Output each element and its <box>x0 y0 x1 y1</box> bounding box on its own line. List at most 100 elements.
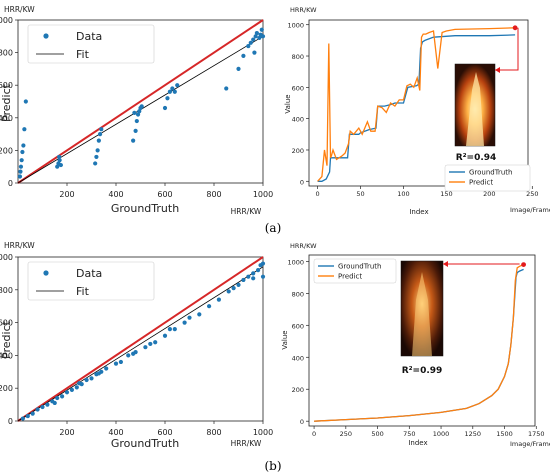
x-unit-label: HRR/KW <box>231 439 262 448</box>
end-marker <box>512 25 518 31</box>
data-point <box>113 361 119 366</box>
legend-label: Predict <box>338 273 362 281</box>
data-point <box>224 86 229 91</box>
data-point <box>96 138 101 143</box>
data-point <box>167 327 172 332</box>
r-squared-label: R²=0.94 <box>456 153 497 163</box>
data-point <box>137 109 142 114</box>
y-tick-label: 600 <box>0 81 13 90</box>
plot-frame <box>308 254 536 427</box>
data-point <box>18 169 23 174</box>
y-tick-label: 400 <box>0 114 13 123</box>
x-tick-label: 600 <box>157 428 172 437</box>
data-point <box>236 282 241 287</box>
data-point <box>170 86 175 91</box>
legend-data-label: Data <box>76 30 102 43</box>
data-point <box>84 377 89 383</box>
data-point <box>55 395 60 401</box>
series-line-predict <box>314 264 524 422</box>
legend-box <box>313 258 397 284</box>
y-tick-label: 200 <box>0 384 13 393</box>
data-point <box>55 164 60 169</box>
data-point <box>167 89 172 94</box>
x-tick-label: 1000 <box>433 430 450 438</box>
x-tick-label: 1500 <box>496 430 513 438</box>
data-point <box>252 50 257 55</box>
data-point <box>93 161 98 166</box>
a_series-panel: 0 200 400 600 800 1000 0 50 100 150 200 250 Index Val… <box>284 6 550 216</box>
data-point <box>25 413 30 419</box>
legend-fit-label: Fit <box>76 48 90 61</box>
data-point <box>104 366 109 371</box>
data-point <box>96 371 101 376</box>
y-tick-label: 600 <box>292 322 304 330</box>
x-tick-label: 0 <box>316 190 320 198</box>
data-point <box>118 359 123 365</box>
b_scatter-panel: 0 200 400 600 800 1000 200 400 600 800 1000 GroundT… <box>0 241 273 450</box>
data-point <box>132 110 137 116</box>
series-line-groundtruth <box>317 34 516 182</box>
caption-b: (b) <box>264 459 281 473</box>
callout-arrowhead <box>495 67 500 73</box>
data-point <box>165 96 170 101</box>
data-point <box>97 132 103 137</box>
data-point <box>22 127 27 132</box>
data-point <box>95 148 100 153</box>
end-marker <box>521 262 526 267</box>
data-point <box>257 35 262 41</box>
data-point <box>58 162 63 168</box>
data-point <box>143 345 148 350</box>
x-tick-label: 200 <box>59 190 74 199</box>
legend-fit-label: Fit <box>76 285 90 298</box>
data-point <box>162 105 168 111</box>
data-point <box>175 83 180 88</box>
legend-box <box>27 261 155 301</box>
data-point <box>253 34 258 39</box>
data-point <box>251 37 256 42</box>
y-tick-label: 0 <box>300 178 304 186</box>
x-tick-label: 800 <box>206 428 221 437</box>
data-point <box>139 104 144 109</box>
fit-line <box>17 266 264 422</box>
data-point <box>17 174 23 179</box>
data-point <box>52 400 57 406</box>
y-tick-label: 800 <box>0 286 13 295</box>
x-unit-label: Image/Frame <box>510 206 550 214</box>
data-point <box>134 118 139 124</box>
data-point <box>19 158 24 163</box>
y-tick-label: 800 <box>292 53 304 61</box>
plot-frame <box>308 19 529 187</box>
data-point <box>45 402 50 407</box>
data-point <box>64 390 70 395</box>
y-axis-label: Value <box>281 330 289 349</box>
y-tick-label: 200 <box>292 147 304 155</box>
legend-box <box>444 164 531 192</box>
y-tick-label: 200 <box>0 146 13 155</box>
data-point <box>153 340 158 345</box>
data-point <box>251 276 256 281</box>
x-tick-label: 800 <box>206 190 221 199</box>
x-tick-label: 500 <box>371 430 383 438</box>
data-point <box>172 327 177 332</box>
data-point <box>260 34 266 39</box>
x-tick-label: 1000 <box>253 190 273 199</box>
data-point <box>21 143 26 148</box>
y-unit-label: HRR/KW <box>290 6 317 14</box>
x-tick-label: 200 <box>59 428 74 437</box>
y-tick-label: 600 <box>0 319 13 328</box>
y-tick-label: 0 <box>8 417 13 426</box>
data-point <box>131 138 136 143</box>
data-point <box>162 333 168 338</box>
data-point <box>126 353 131 358</box>
y-tick-label: 600 <box>292 84 304 92</box>
y-tick-label: 1000 <box>0 253 13 262</box>
x-tick-label: 200 <box>483 190 495 198</box>
data-point <box>20 149 25 155</box>
y-unit-label: HRR/KW <box>290 242 317 250</box>
y-tick-label: 0 <box>300 418 304 426</box>
b_series-panel: 0 200 400 600 800 1000 0 250 500 750 1000 1250 1500 1… <box>281 242 550 448</box>
x-tick-label: 1000 <box>253 428 273 437</box>
y-tick-label: 1000 <box>287 258 304 266</box>
y-tick-label: 200 <box>292 386 304 394</box>
